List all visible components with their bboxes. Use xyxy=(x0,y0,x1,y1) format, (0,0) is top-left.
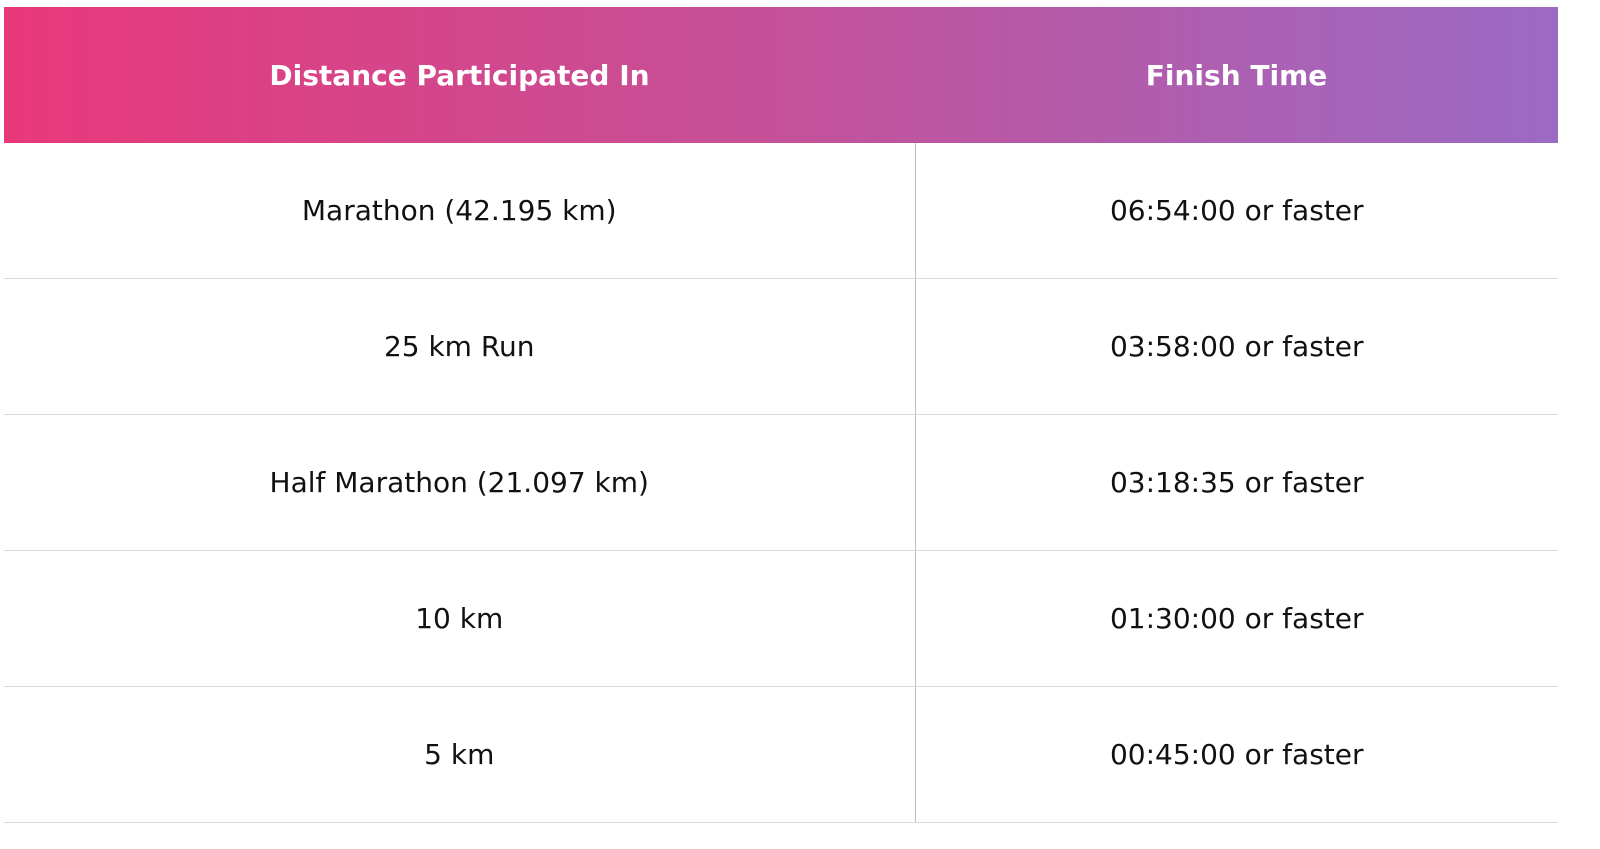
table-row: 10 km 01:30:00 or faster xyxy=(4,550,1558,687)
header-cell: Distance Participated In xyxy=(269,58,650,92)
table-row: Marathon (42.195 km) 06:54:00 or faster xyxy=(4,143,1558,279)
header-row: Distance Participated In Finish Time xyxy=(4,7,1558,143)
table-cell: Marathon (42.195 km) xyxy=(4,143,916,279)
table-row: 25 km Run 03:58:00 or faster xyxy=(4,278,1558,415)
table-header: Distance Participated In Finish Time xyxy=(4,7,1558,143)
table-row: 5 km 00:45:00 or faster xyxy=(4,686,1558,823)
table-body: Marathon (42.195 km) 06:54:00 or faster 25… xyxy=(4,143,1558,823)
table-row: Half Marathon (21.097 km) 03:18:35 or fas… xyxy=(4,414,1558,551)
table-cell: 01:30:00 or faster xyxy=(915,550,1558,687)
results-table: Distance Participated In Finish Time Mar… xyxy=(4,7,1558,823)
table-cell: 00:45:00 or faster xyxy=(915,686,1558,823)
table-cell: Half Marathon (21.097 km) xyxy=(4,414,916,551)
table-cell: 5 km xyxy=(4,686,916,823)
table-cell: 03:58:00 or faster xyxy=(915,278,1558,415)
table-cell: 06:54:00 or faster xyxy=(915,143,1558,279)
table-cell: 10 km xyxy=(4,550,916,687)
table-cell: 03:18:35 or faster xyxy=(915,414,1558,551)
table-cell: 25 km Run xyxy=(4,278,916,415)
header-cell: Finish Time xyxy=(1145,58,1328,92)
